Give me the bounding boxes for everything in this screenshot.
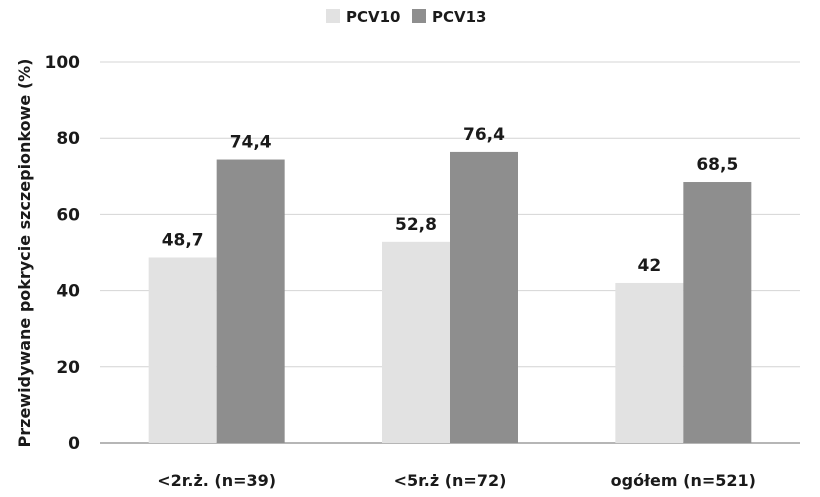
data-label: 48,7 — [162, 230, 204, 250]
bar-pcv10 — [382, 241, 450, 443]
bar-pcv13 — [450, 151, 518, 443]
legend-label: PCV10 — [346, 8, 401, 26]
y-tick-label: 80 — [56, 129, 80, 149]
y-tick-label: 60 — [56, 205, 80, 225]
bar-pcv10 — [148, 257, 217, 443]
legend-swatch-pcv13 — [412, 9, 426, 23]
x-axis-categories: <2r.ż. (n=39) <5r.ż (n=72) ogółem (n=521) — [157, 471, 756, 490]
bar-pcv13 — [683, 182, 752, 443]
y-tick-label: 20 — [56, 358, 80, 378]
data-label: 42 — [637, 256, 661, 276]
data-label: 74,4 — [230, 133, 272, 153]
y-axis-title: Przewidywane pokrycie szczepionkowe (%) — [15, 59, 34, 448]
data-label: 68,5 — [696, 155, 738, 175]
y-tick-label: 0 — [68, 434, 80, 454]
x-category-label: ogółem (n=521) — [611, 471, 756, 490]
legend-label: PCV13 — [432, 8, 487, 26]
data-labels: 48,7 74,4 52,8 76,4 42 68,5 — [162, 125, 739, 276]
bars — [148, 151, 752, 443]
data-label: 52,8 — [395, 215, 437, 235]
data-label: 76,4 — [463, 125, 505, 145]
legend: PCV10 PCV13 — [326, 8, 487, 26]
y-axis-ticks: 0 20 40 60 80 100 — [45, 53, 81, 454]
x-category-label: <2r.ż. (n=39) — [157, 471, 276, 490]
x-category-label: <5r.ż (n=72) — [394, 471, 507, 490]
y-tick-label: 40 — [56, 282, 80, 302]
legend-swatch-pcv10 — [326, 9, 340, 23]
y-tick-label: 100 — [45, 53, 81, 73]
bar-pcv13 — [216, 159, 285, 443]
bar-pcv10 — [615, 282, 684, 443]
